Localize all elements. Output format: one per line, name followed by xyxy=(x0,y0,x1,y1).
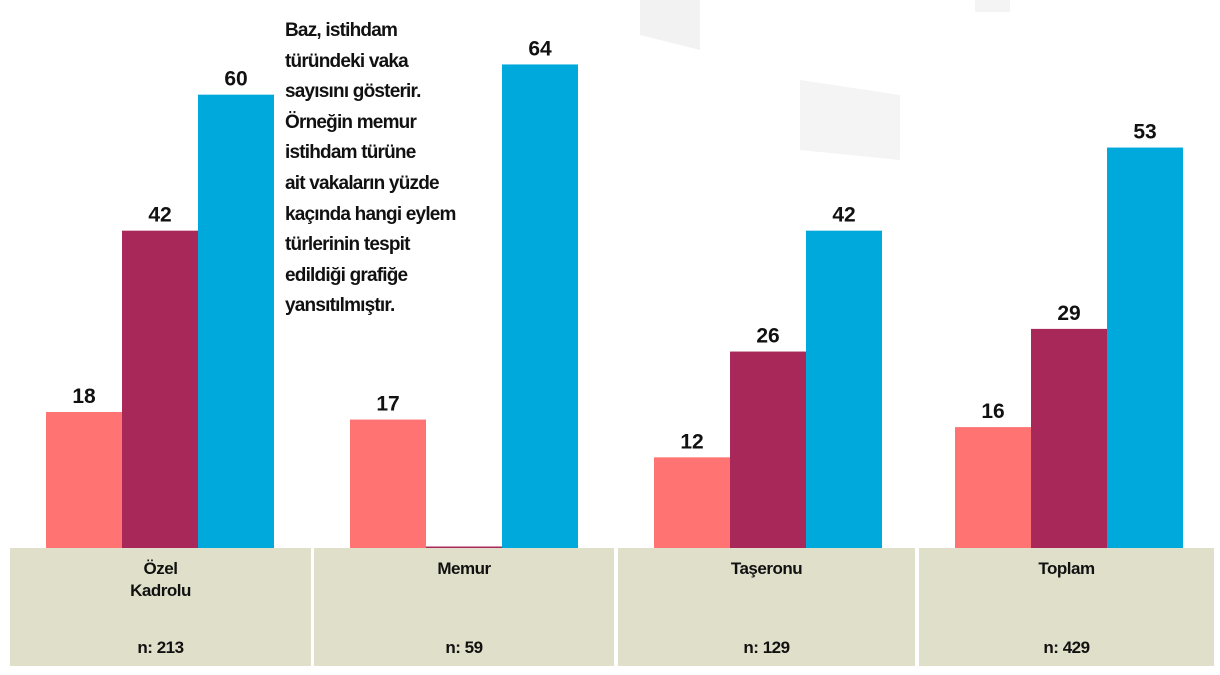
bar xyxy=(1107,148,1183,548)
value-label: 18 xyxy=(72,385,96,408)
annotation: Baz, istihdam türündeki vaka sayısını gö… xyxy=(285,16,456,322)
sample-size-label: n: 59 xyxy=(314,638,614,658)
value-label: 60 xyxy=(224,68,247,91)
bar xyxy=(502,64,578,548)
category-panel: Taşeronu n: 129 xyxy=(618,548,915,666)
bar xyxy=(806,231,882,548)
category-panel: Memur n: 59 xyxy=(314,548,614,666)
bar xyxy=(654,457,730,548)
value-label: 64 xyxy=(528,37,552,60)
sample-size-label: n: 129 xyxy=(618,638,915,658)
bar xyxy=(198,95,274,548)
background-shape xyxy=(975,0,1010,12)
category-label: Toplam xyxy=(919,558,1214,580)
bar xyxy=(1031,329,1107,548)
bar xyxy=(122,231,198,548)
value-label: 17 xyxy=(376,393,399,416)
value-label: 42 xyxy=(832,204,855,227)
value-label: 26 xyxy=(756,325,779,348)
value-label: 16 xyxy=(981,400,1004,423)
category-label: Taşeronu xyxy=(618,558,915,580)
value-label: 29 xyxy=(1057,302,1080,325)
category-label: Özel Kadrolu xyxy=(10,558,311,602)
category-panel: Özel Kadrolu n: 213 xyxy=(10,548,311,666)
value-label: 42 xyxy=(148,204,171,227)
bar xyxy=(350,420,426,548)
category-panel: Toplam n: 429 xyxy=(919,548,1214,666)
value-label: 53 xyxy=(1133,121,1156,144)
background-shape xyxy=(640,0,700,50)
sample-size-label: n: 213 xyxy=(10,638,311,658)
page: 18 42 60 17 64 12 26 42 16 29 53 Baz, istihdam tür… xyxy=(0,0,1220,675)
bar xyxy=(730,352,806,548)
bar xyxy=(46,412,122,548)
background-shape xyxy=(800,80,900,160)
category-label: Memur xyxy=(314,558,614,580)
bar xyxy=(955,427,1031,548)
value-label: 12 xyxy=(680,430,703,453)
sample-size-label: n: 429 xyxy=(919,638,1214,658)
